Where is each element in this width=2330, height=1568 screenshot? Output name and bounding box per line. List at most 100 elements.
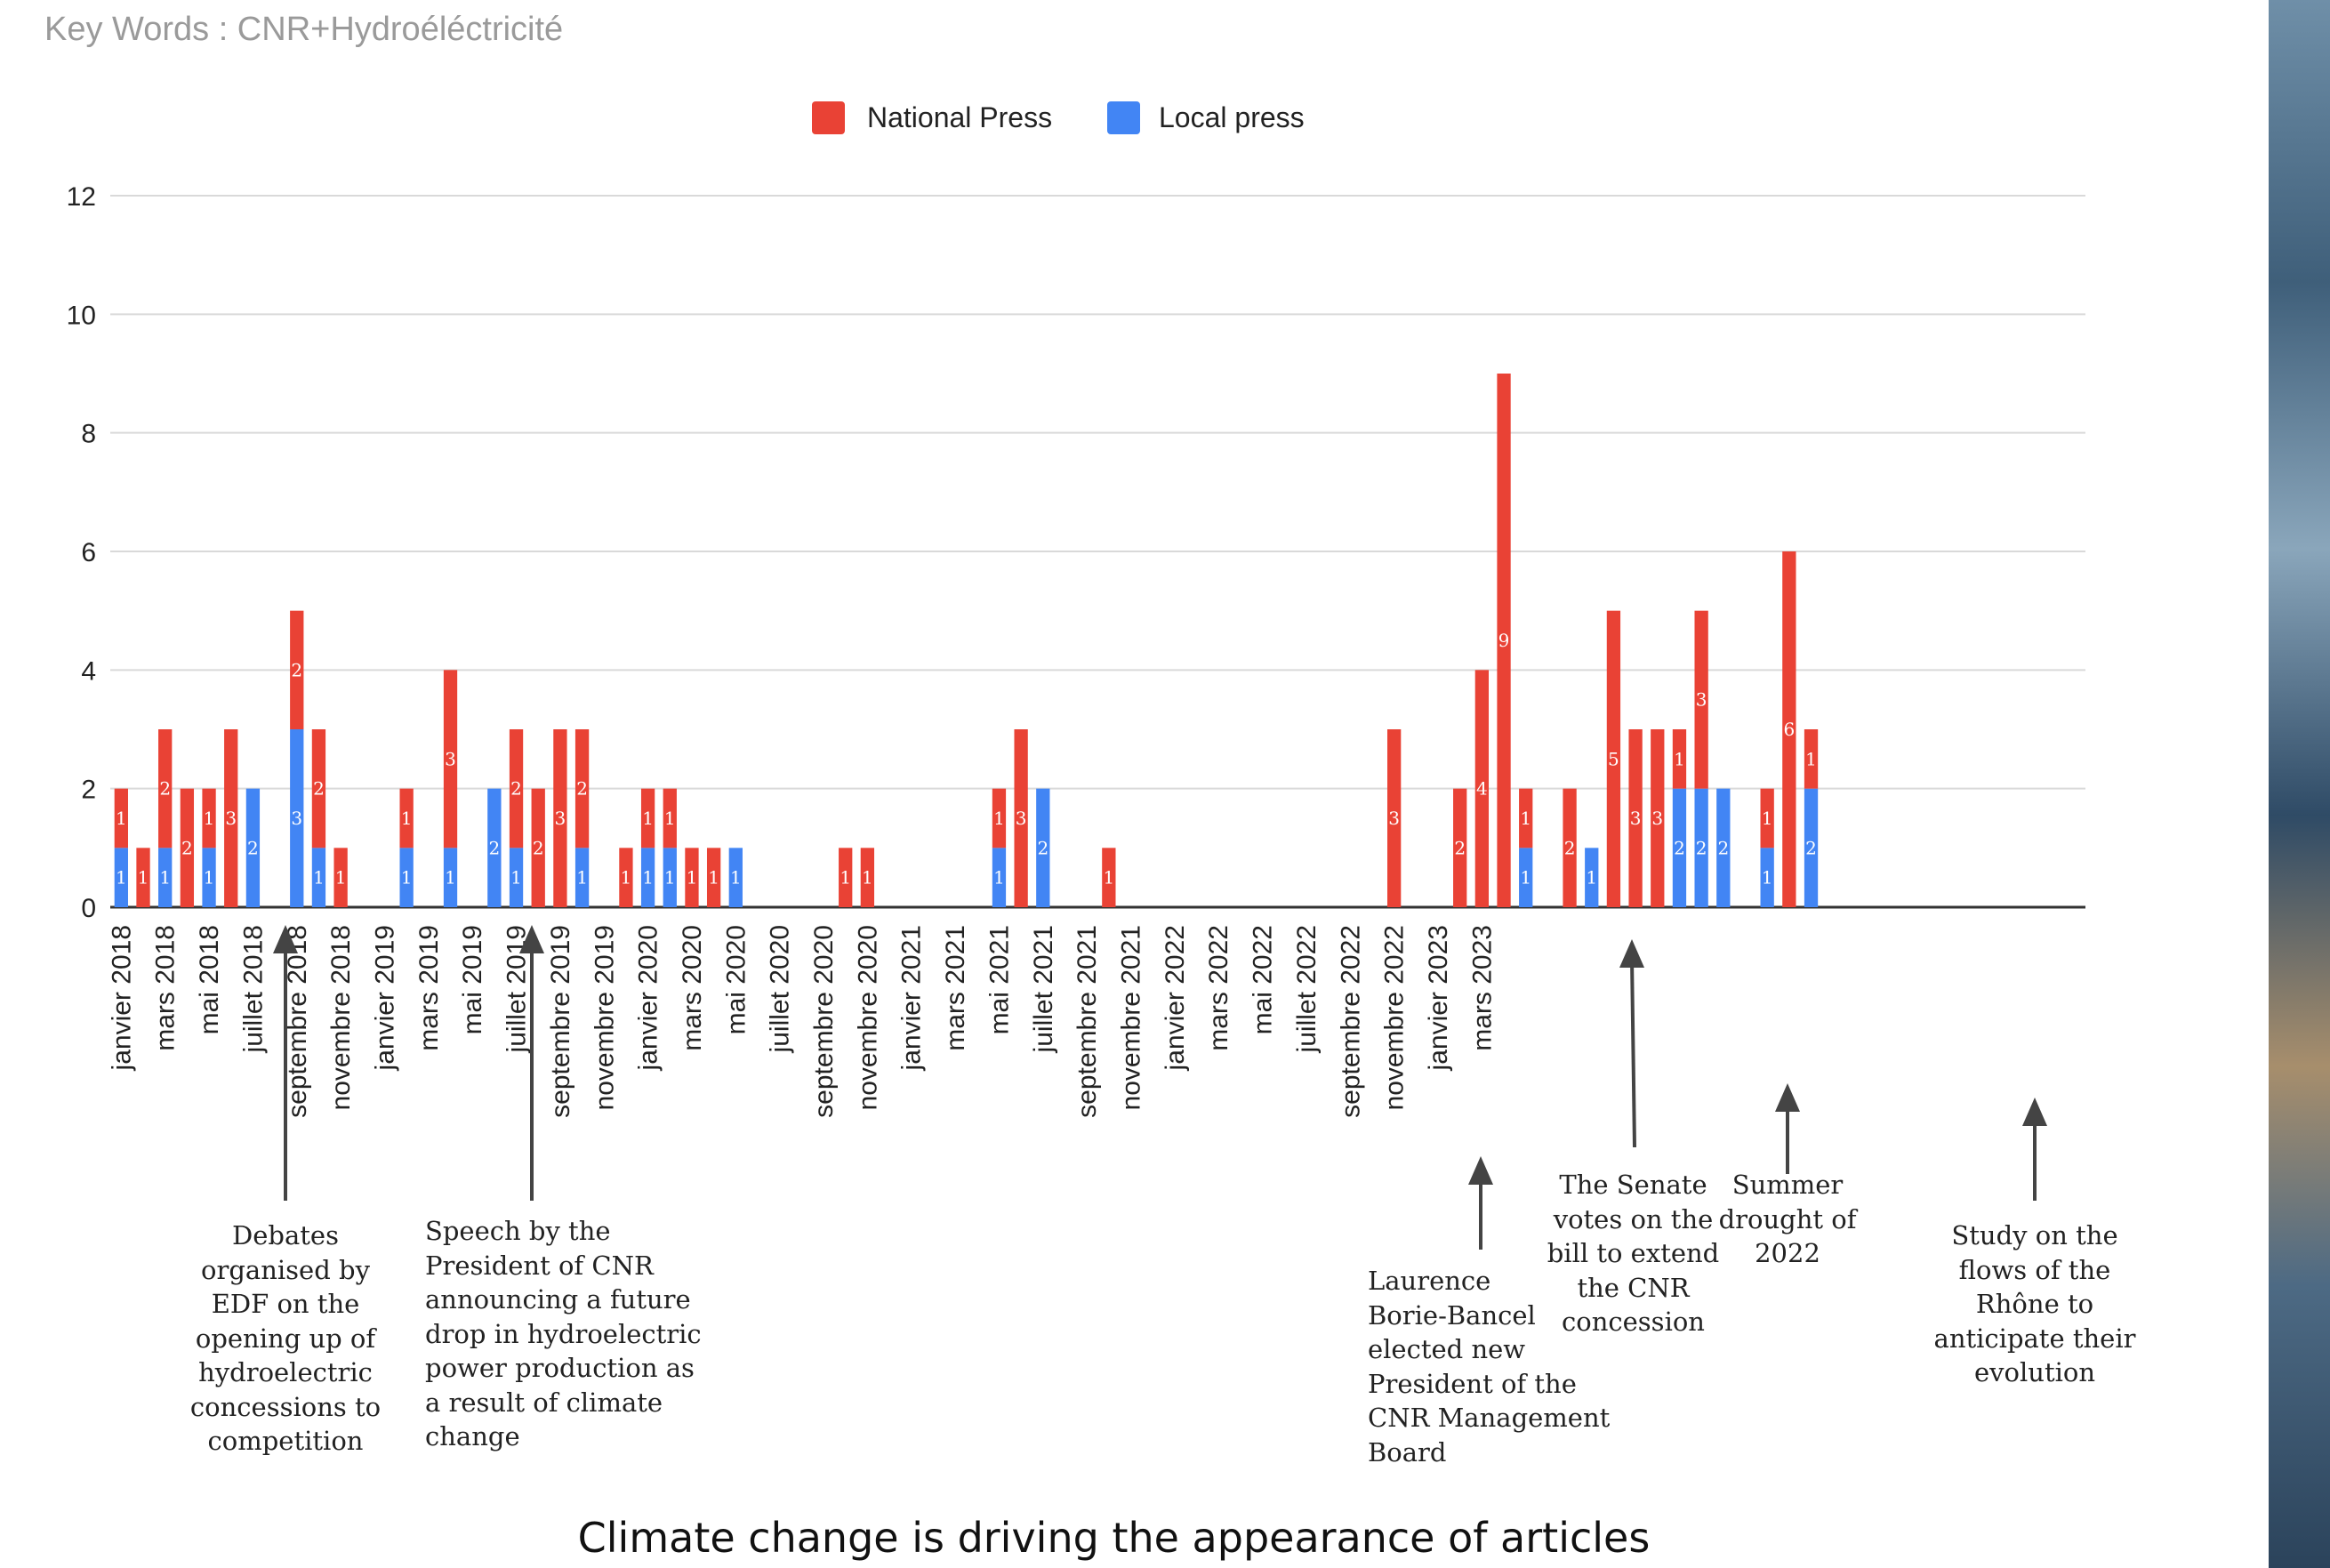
x-tick-label: mai 2022 <box>1249 925 1278 1034</box>
x-tick-label: janvier 2019 <box>370 925 399 1071</box>
bar-value-label: 1 <box>1586 867 1597 889</box>
bar-value-label: 9 <box>1498 630 1510 651</box>
y-axis-ticks: 0 2 4 6 8 10 12 <box>67 182 96 923</box>
bar-value-label: 2 <box>247 837 259 858</box>
x-axis-ticks: janvier 2018 mars 2018 mai 2018 juillet 201… <box>107 925 1497 1118</box>
annotation-arrow <box>1630 958 1636 1148</box>
bar-local-press <box>290 729 304 907</box>
x-tick-label: janvier 2020 <box>634 925 663 1071</box>
annotation-edf-debates: Debates organised by EDF on the opening … <box>189 1220 382 1456</box>
x-tick-label: septembre 2018 <box>283 925 312 1118</box>
bar-value-label: 1 <box>313 867 325 889</box>
x-tick-label: juillet 2020 <box>766 925 795 1053</box>
bar-value-label: 1 <box>730 867 742 889</box>
x-tick-label: juillet 2021 <box>1029 925 1058 1053</box>
bar-value-label: 2 <box>510 778 522 800</box>
x-tick-label: janvier 2021 <box>897 925 927 1071</box>
annotation-arrows <box>273 925 2047 1250</box>
bar-value-label: 2 <box>181 837 193 858</box>
bar-value-label: 1 <box>204 808 215 829</box>
bar-national-press <box>1497 374 1511 907</box>
bar-value-label: 2 <box>313 778 325 800</box>
bar-value-label: 1 <box>116 808 127 829</box>
keywords-label: Key Words : CNR+Hydroéléctricité <box>44 11 564 48</box>
bar-value-label: 1 <box>862 867 873 889</box>
bar-national-press <box>1760 788 1774 848</box>
bar-value-label: 6 <box>1783 719 1795 740</box>
x-tick-label: mars 2020 <box>678 925 707 1051</box>
bar-local-press <box>1036 788 1050 907</box>
bar-local-press <box>509 848 524 907</box>
bar-value-label: 2 <box>1454 837 1466 858</box>
bar-value-label: 1 <box>116 867 127 889</box>
bar-value-label: 3 <box>1696 689 1707 711</box>
x-tick-label: mai 2018 <box>195 925 224 1034</box>
bar-value-label: 3 <box>1388 808 1400 829</box>
bar-value-label: 1 <box>664 867 676 889</box>
x-tick-label: janvier 2022 <box>1161 925 1190 1071</box>
bar-value-label: 1 <box>204 867 215 889</box>
bar-local-press <box>574 848 590 907</box>
bar-national-press <box>574 729 590 848</box>
bar-value-label: 2 <box>533 837 544 858</box>
side-photo <box>2263 0 2330 1568</box>
legend: National Press Local press <box>812 101 1305 134</box>
bar-value-label: 3 <box>445 748 456 769</box>
bar-local-press <box>992 848 1007 907</box>
bar-national-press <box>158 729 173 848</box>
bar-national-press <box>839 848 853 907</box>
bar-local-press <box>728 848 743 907</box>
annotation-new-president: Laurence Borie-Bancel elected new Presid… <box>1368 1266 1611 1467</box>
bar-value-label: 1 <box>401 867 413 889</box>
bar-local-press <box>1694 788 1708 907</box>
bar-value-label: 3 <box>555 808 566 829</box>
bar-value-label: 1 <box>159 867 171 889</box>
annotation-arrow-head <box>1468 1156 1493 1185</box>
bar-local-press <box>487 788 502 907</box>
bar-national-press <box>1651 729 1665 907</box>
bar-national-press <box>1519 788 1533 848</box>
bar-value-label: 1 <box>401 808 413 829</box>
legend-local-label: Local press <box>1159 101 1305 133</box>
bar-national-press <box>640 788 655 848</box>
annotation-arrow-head <box>519 925 544 953</box>
bar-national-press <box>663 788 677 848</box>
annotation-arrow-head <box>1775 1083 1800 1112</box>
legend-local-swatch <box>1107 101 1140 134</box>
x-tick-label: septembre 2022 <box>1336 925 1365 1118</box>
x-tick-label: mai 2019 <box>458 925 487 1034</box>
x-tick-label: mars 2022 <box>1204 925 1233 1051</box>
bar-national-press <box>706 848 721 907</box>
bar-local-press <box>1585 848 1599 907</box>
bar-value-label: 1 <box>1762 808 1773 829</box>
bar-value-label: 1 <box>510 867 522 889</box>
x-tick-label: novembre 2020 <box>853 925 882 1110</box>
bar-national-press <box>224 729 238 907</box>
bar-value-label: 2 <box>1564 837 1576 858</box>
bar-local-press <box>202 848 216 907</box>
bar-national-press <box>180 788 195 907</box>
bar-national-press <box>443 670 458 848</box>
x-tick-label: mai 2020 <box>721 925 751 1034</box>
bar-value-label: 1 <box>576 867 588 889</box>
bar-local-press <box>443 848 458 907</box>
annotation-arrow-head <box>273 925 298 953</box>
bar-national-press <box>531 788 545 907</box>
bar-national-press <box>399 788 414 848</box>
y-tick-label: 10 <box>67 301 96 330</box>
y-tick-label: 12 <box>67 182 96 212</box>
bar-value-label: 1 <box>687 867 698 889</box>
bar-value-label: 3 <box>1651 808 1663 829</box>
bar-national-press <box>1694 610 1708 789</box>
y-tick-label: 4 <box>81 656 96 686</box>
bar-value-label: 2 <box>488 837 500 858</box>
annotation-summer-drought: Summer drought of 2022 <box>1718 1170 1857 1268</box>
annotation-rhone-study: Study on the flows of the Rhône to antic… <box>1933 1220 2136 1387</box>
bar-national-press <box>553 729 567 907</box>
bar-national-press <box>290 610 304 729</box>
x-tick-label: mars 2021 <box>941 925 970 1051</box>
bar-value-label: 1 <box>993 867 1005 889</box>
bar-value-label: 1 <box>1762 867 1773 889</box>
bar-value-label: 1 <box>621 867 632 889</box>
x-tick-label: mars 2023 <box>1467 925 1497 1051</box>
